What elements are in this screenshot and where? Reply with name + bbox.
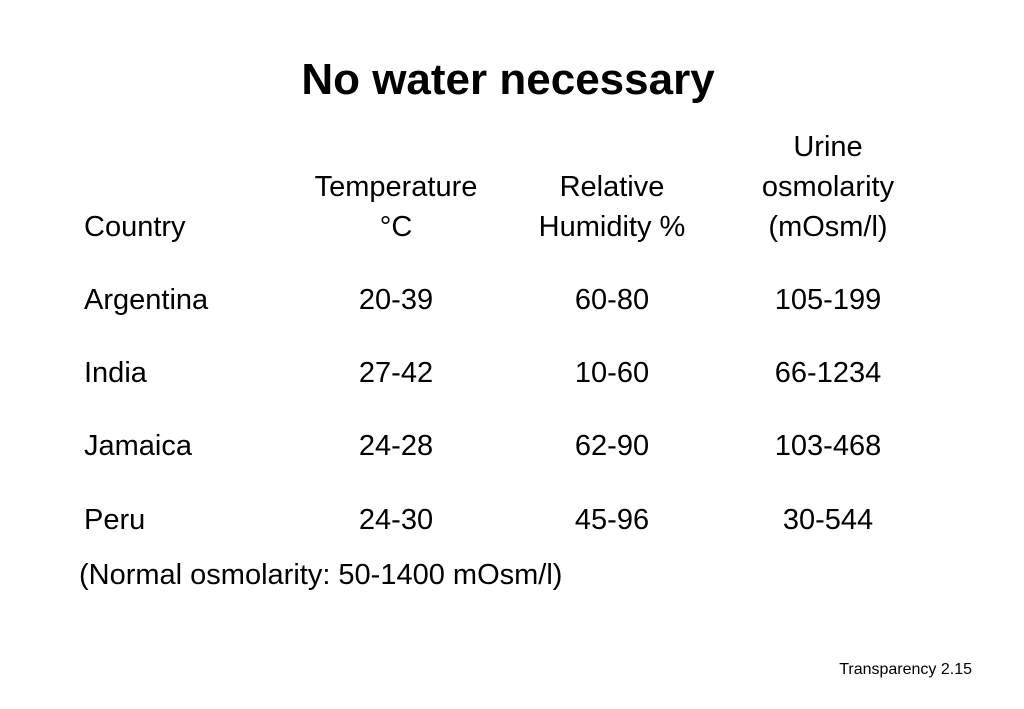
header-temperature-line2: °C xyxy=(379,211,413,243)
row-jamaica-temperature: 24-28 xyxy=(358,430,434,462)
header-urine-line2: osmolarity xyxy=(761,171,895,203)
row-india-urine: 66-1234 xyxy=(774,357,882,389)
row-jamaica-humidity: 62-90 xyxy=(574,430,650,462)
row-peru-humidity: 45-96 xyxy=(574,504,650,536)
row-argentina-humidity: 60-80 xyxy=(574,284,650,316)
header-urine-line1: Urine xyxy=(793,131,863,163)
row-peru-urine: 30-544 xyxy=(782,504,874,536)
row-jamaica-country: Jamaica xyxy=(84,430,192,462)
row-india-temperature: 27-42 xyxy=(358,357,434,389)
row-argentina-country: Argentina xyxy=(84,284,209,316)
header-country: Country xyxy=(84,211,186,243)
header-humidity-line2: Humidity % xyxy=(538,211,686,243)
header-temperature-line1: Temperature xyxy=(314,171,478,203)
row-argentina-urine: 105-199 xyxy=(774,284,882,316)
row-jamaica-urine: 103-468 xyxy=(774,430,882,462)
row-india-country: India xyxy=(84,357,147,389)
row-peru-country: Peru xyxy=(84,504,146,536)
row-argentina-temperature: 20-39 xyxy=(358,284,434,316)
normal-osmolarity-note: (Normal osmolarity: 50-1400 mOsm/l) xyxy=(79,559,563,591)
row-india-humidity: 10-60 xyxy=(574,357,650,389)
row-peru-temperature: 24-30 xyxy=(358,504,434,536)
transparency-label: Transparency 2.15 xyxy=(839,661,972,678)
header-humidity-line1: Relative xyxy=(559,171,665,203)
header-urine-line3: (mOsm/l) xyxy=(768,211,888,243)
slide-title: No water necessary xyxy=(301,55,715,104)
